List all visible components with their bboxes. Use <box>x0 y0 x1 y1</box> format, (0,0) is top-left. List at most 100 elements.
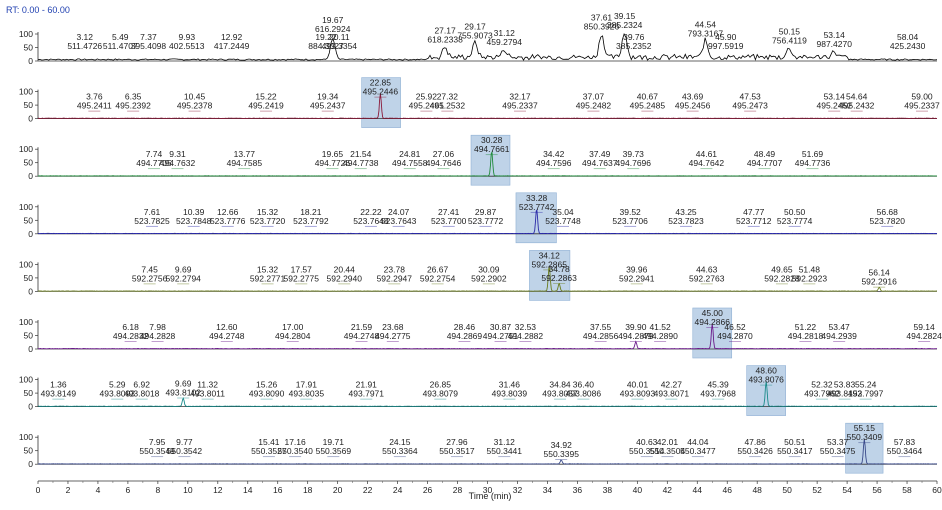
peak-mz-label: 493.8079 <box>423 389 459 399</box>
peak-rt-label: 21.91 <box>356 380 378 390</box>
x-tick-label: 20 <box>333 485 343 495</box>
peak-mz-label: 756.4119 <box>772 36 807 46</box>
peak-rt-label: 19.22 <box>315 32 337 42</box>
peak-mz-label: 495.2411 <box>77 101 112 111</box>
peak-mz-label: 550.3426 <box>737 446 773 456</box>
y-tick-label: 50 <box>24 100 34 110</box>
peak-mz-label: 523.7825 <box>134 216 170 226</box>
peak-rt-label: 19.67 <box>322 15 344 25</box>
peak-rt-label: 23.68 <box>382 322 404 332</box>
peak-mz-label: 494.7696 <box>616 158 652 168</box>
y-tick-label: 100 <box>19 259 33 269</box>
peak-rt-label: 31.12 <box>494 28 516 38</box>
peak-rt-label: 3.76 <box>86 92 103 102</box>
peak-mz-label: 495.2437 <box>310 101 346 111</box>
y-tick-label: 100 <box>19 317 33 327</box>
peak-rt-label: 43.69 <box>682 92 704 102</box>
peak-mz-label: 592.2775 <box>284 273 320 283</box>
peak-mz-label: 523.7774 <box>777 216 813 226</box>
peak-rt-label: 36.40 <box>573 380 595 390</box>
peak-mz-label: 550.3569 <box>316 446 352 456</box>
x-tick-label: 28 <box>453 485 463 495</box>
peak-mz-label: 495.2485 <box>630 101 666 111</box>
peak-rt-label: 24.81 <box>399 149 421 159</box>
peak-mz-label: 494.2818 <box>788 331 824 341</box>
peak-rt-label: 6.35 <box>125 92 142 102</box>
peak-mz-label: 523.7706 <box>612 216 648 226</box>
peak-mz-label: 523.7742 <box>519 202 555 212</box>
peak-rt-label: 18.21 <box>300 207 322 217</box>
peak-rt-label: 9.31 <box>169 149 186 159</box>
peak-mz-label: 499.3354 <box>322 41 358 51</box>
peak-rt-label: 40.67 <box>637 92 659 102</box>
x-tick-label: 46 <box>722 485 732 495</box>
peak-mz-label: 592.2763 <box>689 273 725 283</box>
peak-rt-label: 34.78 <box>548 264 570 274</box>
peak-mz-label: 494.7705 <box>136 158 172 168</box>
peak-rt-label: 37.07 <box>583 92 605 102</box>
peak-mz-label: 523.7772 <box>468 216 504 226</box>
peak-rt-label: 41.52 <box>649 322 671 332</box>
peak-rt-label: 17.16 <box>284 437 306 447</box>
peak-rt-label: 30.87 <box>490 322 512 332</box>
eic-trace <box>37 265 937 292</box>
peak-rt-label: 7.37 <box>140 32 157 42</box>
peak-mz-label: 495.2446 <box>363 87 399 97</box>
peak-rt-label: 40.01 <box>627 380 649 390</box>
y-tick-label: 100 <box>19 87 33 97</box>
x-tick-label: 58 <box>902 485 912 495</box>
peak-mz-label: 493.8086 <box>566 389 602 399</box>
peak-rt-label: 53.14 <box>824 30 846 40</box>
y-tick-label: 0 <box>28 459 33 469</box>
x-tick-label: 16 <box>273 485 283 495</box>
peak-rt-label: 56.14 <box>869 268 891 278</box>
peak-rt-label: 51.22 <box>795 322 817 332</box>
x-tick-label: 22 <box>363 485 373 495</box>
peak-mz-label: 494.2866 <box>695 317 731 327</box>
peak-rt-label: 52.32 <box>811 380 833 390</box>
x-tick-label: 48 <box>752 485 762 495</box>
peak-rt-label: 30.28 <box>481 135 503 145</box>
peak-rt-label: 51.48 <box>799 264 821 274</box>
y-tick-label: 0 <box>28 171 33 181</box>
x-tick-label: 18 <box>303 485 313 495</box>
x-tick-label: 36 <box>573 485 583 495</box>
peak-rt-label: 24.07 <box>388 207 410 217</box>
peak-mz-label: 494.2882 <box>508 331 544 341</box>
peak-mz-label: 494.7642 <box>689 158 725 168</box>
peak-rt-label: 29.17 <box>464 21 486 31</box>
eic-trace <box>37 208 938 235</box>
highlight-box <box>515 192 557 244</box>
peak-mz-label: 523.7748 <box>545 216 581 226</box>
peak-rt-label: 46.52 <box>724 322 746 332</box>
peak-mz-label: 592.2940 <box>327 273 363 283</box>
x-tick-label: 44 <box>693 485 703 495</box>
peak-mz-label: 493.8093 <box>100 389 136 399</box>
peak-rt-label: 10.45 <box>184 92 206 102</box>
peak-mz-label: 494.2879 <box>618 331 654 341</box>
peak-rt-label: 6.18 <box>122 322 139 332</box>
y-tick-label: 50 <box>24 388 34 398</box>
peak-rt-label: 21.59 <box>351 322 373 332</box>
peak-mz-label: 493.7971 <box>349 389 385 399</box>
peak-mz-label: 494.2775 <box>375 331 411 341</box>
peak-rt-label: 53.14 <box>824 92 846 102</box>
peak-rt-label: 3.12 <box>76 32 93 42</box>
peak-mz-label: 523.7720 <box>250 216 286 226</box>
peak-rt-label: 58.04 <box>897 32 919 42</box>
peak-rt-label: 45.00 <box>702 308 724 318</box>
highlight-box <box>746 365 786 416</box>
y-tick-label: 100 <box>19 144 33 154</box>
peak-rt-label: 15.26 <box>256 380 278 390</box>
peak-rt-label: 12.60 <box>216 322 238 332</box>
peak-rt-label: 12.66 <box>217 207 239 217</box>
peak-mz-label: 494.2751 <box>483 331 519 341</box>
rt-range-label: RT: 0.00 - 60.00 <box>6 5 70 15</box>
peak-mz-label: 495.2461 <box>409 101 445 111</box>
x-axis: 0 2 4 6 8 10 12 14 16 18 20 22 24 26 28 30 32 34 36 38 40 42 4… <box>36 480 942 495</box>
peak-mz-label: 618.2338 <box>427 34 463 44</box>
peak-rt-label: 9.77 <box>176 437 193 447</box>
peak-mz-label: 495.2419 <box>248 101 284 111</box>
peak-rt-label: 56.68 <box>877 207 899 217</box>
